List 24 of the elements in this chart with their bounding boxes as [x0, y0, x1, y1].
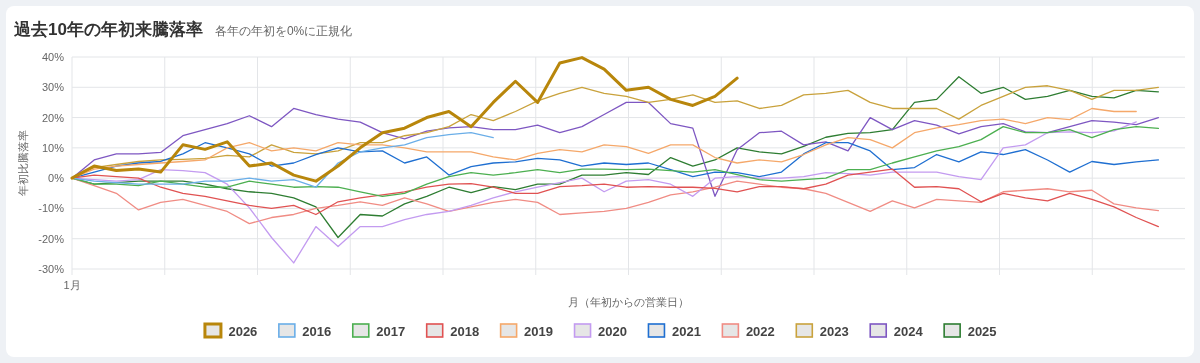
y-tick-label: 0%	[48, 172, 65, 185]
x-tick-label: 1月	[63, 279, 81, 291]
legend-label: 2024	[893, 323, 924, 339]
y-tick-label: 30%	[41, 81, 65, 94]
chart-title: 過去10年の年初来騰落率	[13, 20, 203, 39]
y-tick-label: -10%	[38, 202, 65, 215]
y-tick-label: 40%	[41, 51, 65, 63]
legend-label: 2019	[524, 323, 554, 339]
y-axis-title: 年初比騰落率	[17, 130, 29, 196]
x-axis-title: 月（年初からの営業日）	[568, 296, 689, 308]
legend-label: 2017	[376, 323, 406, 339]
legend-label: 2016	[302, 323, 332, 339]
legend-label: 2023	[819, 323, 849, 339]
legend-label: 2021	[671, 323, 701, 339]
legend-label: 2022	[745, 323, 775, 339]
y-tick-label: 20%	[41, 111, 65, 124]
legend-label: 2018	[450, 323, 480, 339]
y-tick-label: -20%	[38, 232, 65, 245]
chart-subtitle: 各年の年初を0%に正規化	[214, 24, 353, 38]
legend-label: 2025	[967, 323, 997, 339]
legend-label: 2026	[228, 323, 258, 339]
y-tick-label: 10%	[41, 141, 65, 154]
y-tick-label: -30%	[38, 263, 65, 275]
legend-label: 2020	[598, 323, 627, 339]
